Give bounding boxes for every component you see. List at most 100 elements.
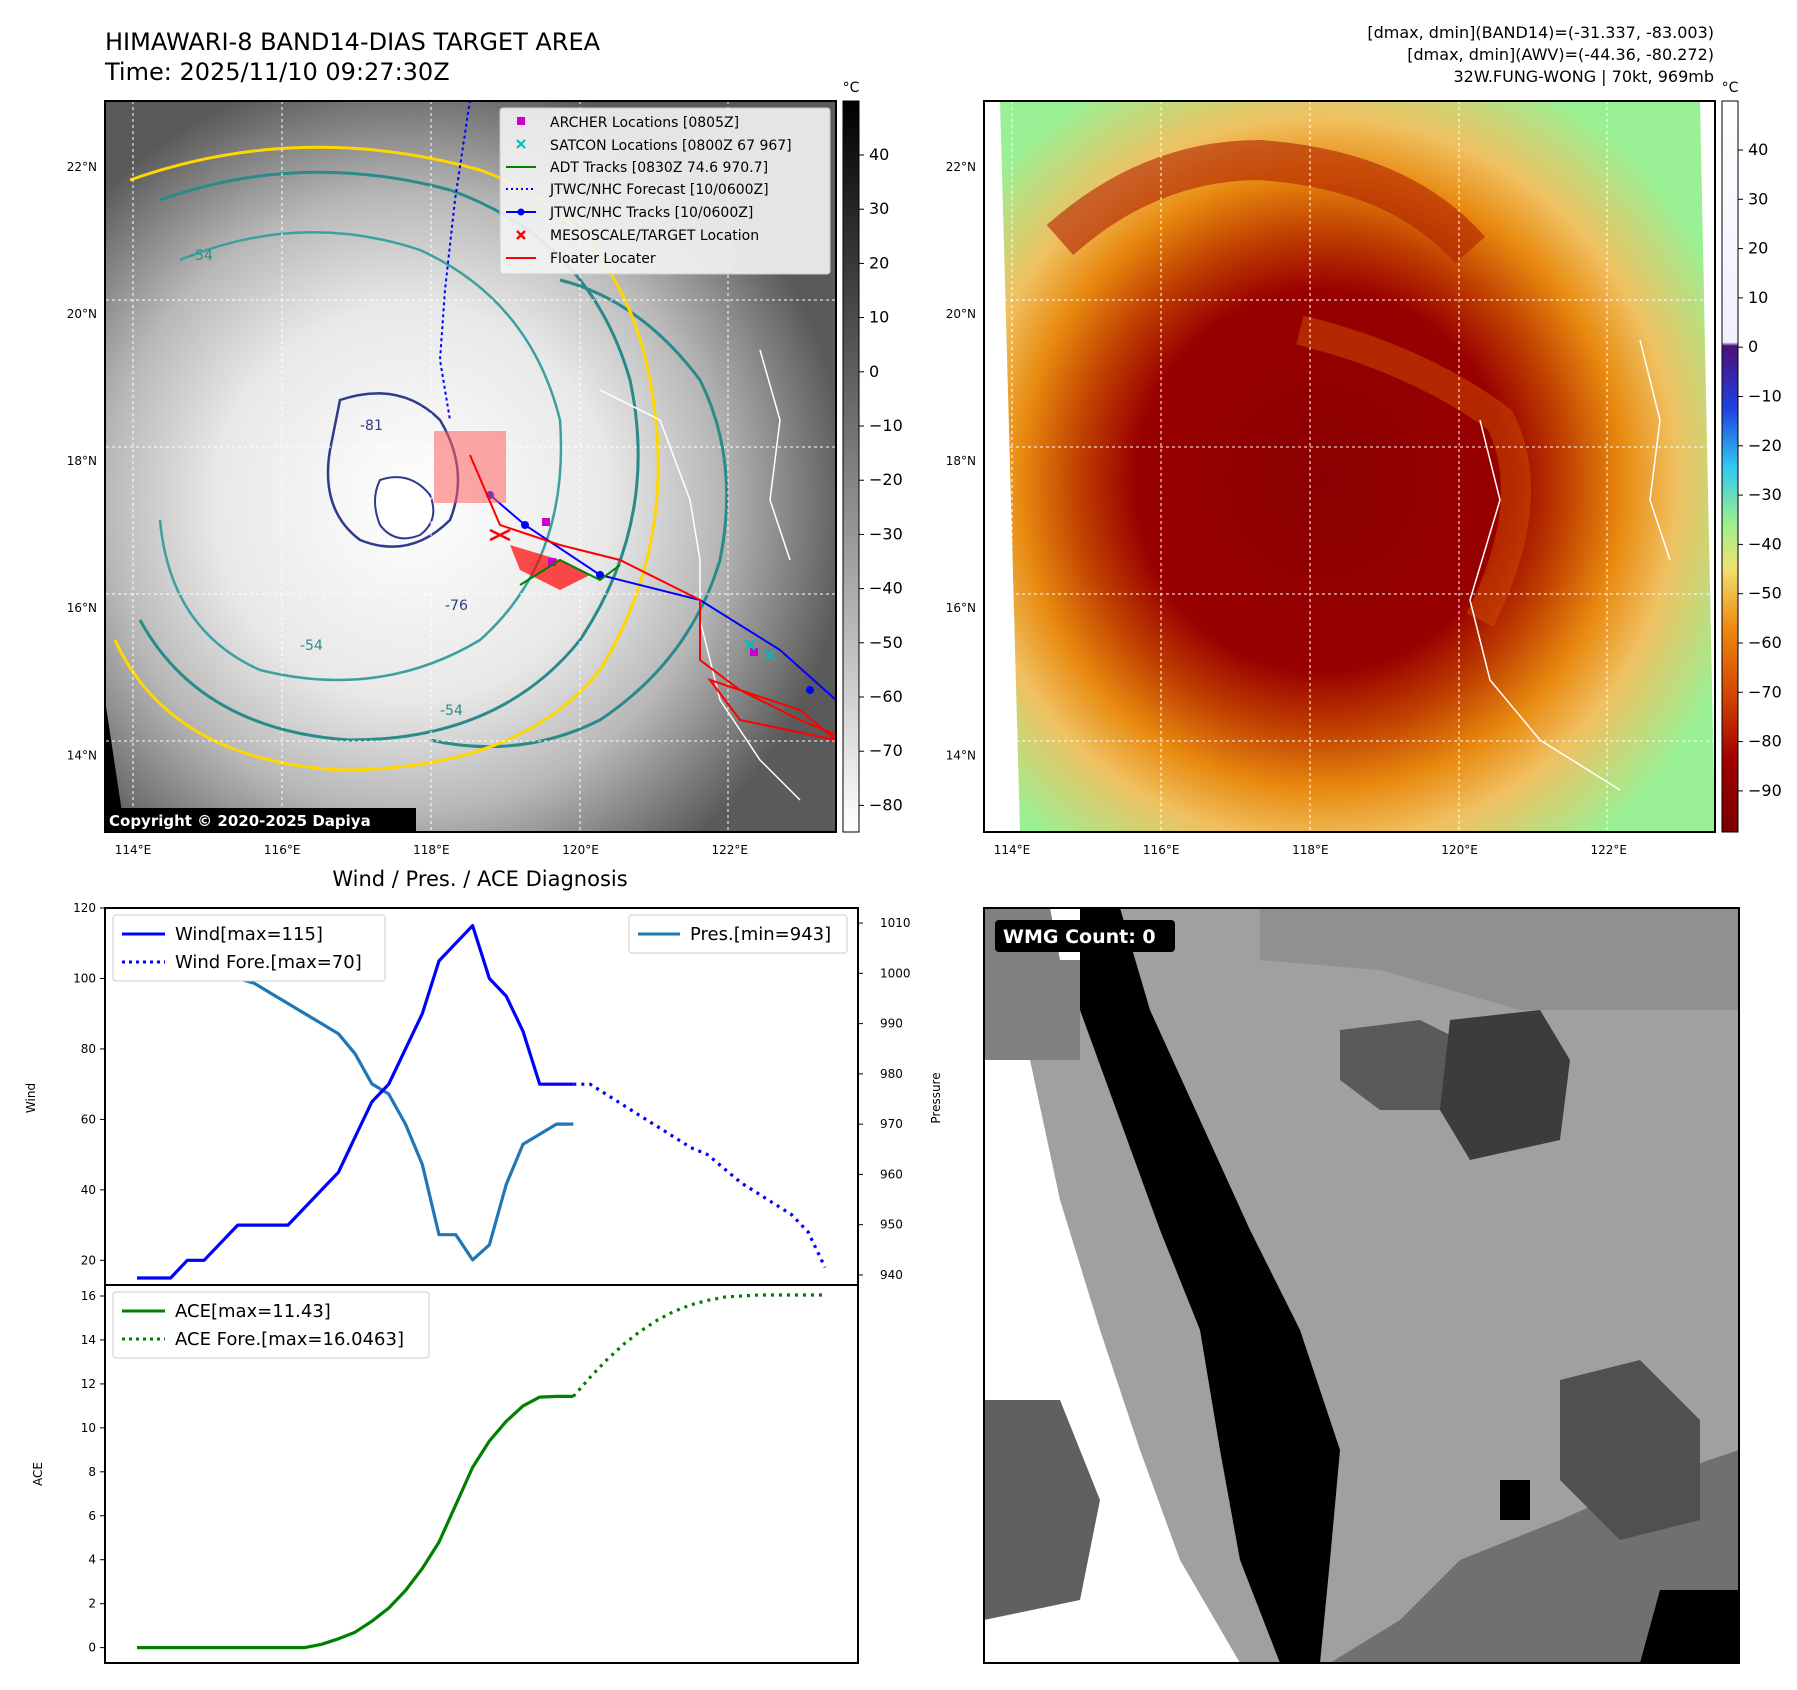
lat-tick-label: 22°N bbox=[67, 160, 97, 174]
legend-ace-fore: ACE Fore.[max=16.0463] bbox=[175, 1329, 404, 1350]
colorbar-tick-label: −60 bbox=[869, 687, 903, 706]
contour-label: -54 bbox=[190, 248, 213, 264]
y-tick-label: 120 bbox=[73, 901, 96, 915]
colorbar-tick-label: −50 bbox=[1748, 584, 1782, 603]
y2-tick-label: 950 bbox=[880, 1218, 903, 1232]
lon-tick-label: 118°E bbox=[1292, 843, 1329, 857]
wmg-map bbox=[984, 908, 1739, 1663]
y2-tick-label: 940 bbox=[880, 1268, 903, 1282]
legend-target: MESOSCALE/TARGET Location bbox=[550, 228, 759, 244]
stat-awv: [dmax, dmin](AWV)=(-44.36, -80.272) bbox=[1407, 45, 1714, 64]
y-tick-label: 16 bbox=[81, 1289, 96, 1303]
wind-pressure-plot: 120 100 80 60 40 20 1010 1000 990 980 970 960 950 940 bbox=[73, 901, 910, 1282]
observed-series-line bbox=[137, 1394, 574, 1650]
wind-axis-label: Wind bbox=[24, 1083, 38, 1113]
lon-tick-label: 122°E bbox=[1590, 843, 1627, 857]
archer-marker-icon bbox=[517, 117, 525, 125]
y-tick-label: 14 bbox=[81, 1333, 96, 1347]
y-tick-label: 8 bbox=[88, 1465, 96, 1479]
wmg-frame bbox=[983, 907, 1740, 1664]
legend-wind: Wind[max=115] bbox=[175, 924, 323, 945]
gray-colorbar-unit: °C bbox=[843, 80, 860, 96]
y-tick-label: 6 bbox=[88, 1509, 96, 1523]
colorbar-tick-label: −10 bbox=[869, 416, 903, 435]
map1-axis-ticks: 114°E 116°E 118°E 120°E 122°E 22°N 20°N 18°N 16°… bbox=[67, 160, 748, 857]
y2-tick-label: 980 bbox=[880, 1067, 903, 1081]
contour-label: -54 bbox=[440, 703, 463, 719]
legend-pressure: Pres.[min=943] bbox=[690, 924, 831, 945]
lat-tick-label: 18°N bbox=[946, 454, 976, 468]
contour-label: -81 bbox=[360, 418, 383, 434]
colorbar-tick-label: −70 bbox=[869, 741, 903, 760]
ace-plot: 16 14 12 10 8 6 4 2 0 bbox=[81, 1289, 825, 1655]
colorbar-tick-label: 10 bbox=[869, 308, 889, 327]
forecast-series-line bbox=[573, 1082, 827, 1269]
color-colorbar bbox=[1721, 100, 1739, 833]
target-marker-icon bbox=[516, 230, 526, 240]
map2-axis-ticks: 114°E 116°E 118°E 120°E 122°E 22°N 20°N 18°N 16°… bbox=[946, 160, 1627, 857]
pressure-axis-label: Pressure bbox=[929, 1072, 943, 1123]
lat-tick-label: 14°N bbox=[67, 748, 97, 762]
legend-adt: ADT Tracks [0830Z 74.6 970.7] bbox=[550, 160, 768, 176]
colorbar-tick-label: 40 bbox=[869, 145, 889, 164]
map2-frame bbox=[983, 100, 1716, 833]
storm-info: 32W.FUNG-WONG | 70kt, 969mb bbox=[1453, 67, 1714, 86]
colorbar-tick-label: 40 bbox=[1748, 140, 1768, 159]
y2-tick-label: 960 bbox=[880, 1167, 903, 1181]
chart-title: Wind / Pres. / ACE Diagnosis bbox=[332, 867, 627, 891]
y-tick-label: 100 bbox=[73, 971, 96, 985]
lon-tick-label: 118°E bbox=[413, 843, 450, 857]
y2-tick-label: 970 bbox=[880, 1117, 903, 1131]
colorbar-tick-label: −60 bbox=[1748, 633, 1782, 652]
lon-tick-label: 122°E bbox=[711, 843, 748, 857]
lon-tick-label: 114°E bbox=[994, 843, 1031, 857]
y-tick-label: 12 bbox=[81, 1377, 96, 1391]
colorbar-tick-label: −50 bbox=[869, 633, 903, 652]
lat-tick-label: 16°N bbox=[67, 601, 97, 615]
colorbar-tick-label: −90 bbox=[1748, 781, 1782, 800]
wmg-count-label: WMG Count: 0 bbox=[1003, 926, 1156, 948]
legend-forecast: JTWC/NHC Forecast [10/0600Z] bbox=[549, 182, 769, 198]
y2-tick-label: 1010 bbox=[880, 916, 911, 930]
colorbar-tick-label: −40 bbox=[1748, 534, 1782, 553]
contour-label: -54 bbox=[300, 638, 323, 654]
legend-wind-fore: Wind Fore.[max=70] bbox=[175, 952, 362, 973]
copyright-box bbox=[104, 808, 416, 832]
colorbar-tick-label: 20 bbox=[869, 253, 889, 272]
stat-band14: [dmax, dmin](BAND14)=(-31.337, -83.003) bbox=[1367, 23, 1714, 42]
colorbar-tick-label: −30 bbox=[869, 524, 903, 543]
lat-tick-label: 14°N bbox=[946, 748, 976, 762]
y2-tick-label: 1000 bbox=[880, 966, 911, 980]
colorbar-tick-label: 10 bbox=[1748, 288, 1768, 307]
legend-tracks: JTWC/NHC Tracks [10/0600Z] bbox=[549, 205, 753, 221]
y-tick-label: 4 bbox=[88, 1553, 96, 1567]
figure-title: HIMAWARI-8 BAND14-DIAS TARGET AREA bbox=[105, 28, 601, 56]
lon-tick-label: 116°E bbox=[1143, 843, 1180, 857]
color-colorbar-unit: °C bbox=[1722, 80, 1739, 96]
y2-tick-label: 990 bbox=[880, 1017, 903, 1031]
colorbar-tick-label: 20 bbox=[1748, 239, 1768, 258]
lon-tick-label: 116°E bbox=[264, 843, 301, 857]
y-tick-label: 20 bbox=[81, 1253, 96, 1267]
pressure-legend: Pres.[min=943] bbox=[628, 914, 848, 954]
satcon-marker-icon bbox=[516, 139, 526, 149]
lon-tick-label: 114°E bbox=[115, 843, 152, 857]
lon-tick-label: 120°E bbox=[562, 843, 599, 857]
gray-colorbar bbox=[842, 100, 860, 833]
y-tick-label: 2 bbox=[88, 1597, 96, 1611]
colorbar-tick-label: 30 bbox=[1748, 189, 1768, 208]
ace-legend: ACE[max=11.43] ACE Fore.[max=16.0463] bbox=[112, 1291, 430, 1359]
wmg-label-box bbox=[995, 920, 1175, 952]
figure-time: Time: 2025/11/10 09:27:30Z bbox=[104, 58, 450, 86]
colorbar-tick-label: −20 bbox=[869, 470, 903, 489]
colorbar-tick-label: 30 bbox=[869, 199, 889, 218]
colorbar-tick-label: −30 bbox=[1748, 485, 1782, 504]
y-tick-label: 0 bbox=[88, 1641, 96, 1655]
legend-floater: Floater Locater bbox=[550, 251, 656, 267]
ace-axis-label: ACE bbox=[31, 1462, 45, 1486]
color-colorbar-ticks: 40 30 20 10 0 −10 −20 −30 −40 −50 −60 −70 −80 −90 bbox=[1738, 140, 1782, 800]
colorbar-tick-label: −70 bbox=[1748, 682, 1782, 701]
colorbar-tick-label: −40 bbox=[869, 579, 903, 598]
colorbar-tick-label: −80 bbox=[1748, 732, 1782, 751]
lat-tick-label: 22°N bbox=[946, 160, 976, 174]
